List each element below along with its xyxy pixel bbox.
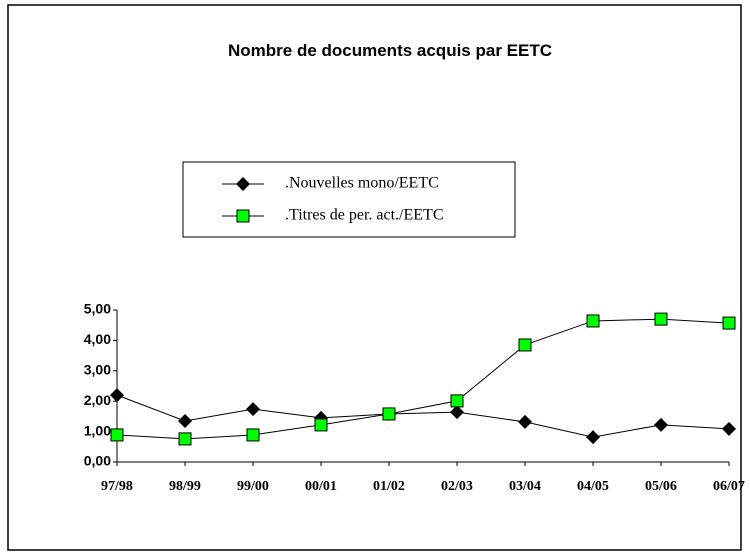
chart-frame [7, 4, 742, 551]
y-tick-label: 4,00 [84, 331, 111, 347]
legend-label: .Titres de per. act./EETC [285, 207, 444, 224]
x-tick-label: 97/98 [101, 479, 133, 494]
data-point [450, 405, 464, 420]
y-tick-label: 0,00 [84, 453, 111, 469]
chart-title: Nombre de documents acquis par EETC [228, 41, 552, 60]
x-tick-label: 05/06 [645, 479, 677, 494]
y-tick-label: 3,00 [84, 362, 111, 378]
data-point [722, 316, 736, 330]
series-line [116, 394, 730, 438]
data-point [246, 428, 260, 442]
legend-marker [236, 209, 250, 223]
x-tick-label: 99/00 [237, 479, 269, 494]
x-tick-label: 01/02 [373, 479, 405, 494]
legend-box [182, 161, 516, 238]
legend-marker [236, 177, 250, 191]
y-tick-label: 1,00 [84, 422, 111, 438]
data-point [518, 338, 532, 352]
x-tick-label: 04/05 [577, 479, 609, 494]
data-point [314, 418, 328, 432]
data-point [450, 394, 464, 408]
data-point [586, 430, 600, 445]
data-point [110, 388, 124, 403]
x-tick-label: 02/03 [441, 479, 473, 494]
data-point [178, 432, 192, 446]
data-point [178, 413, 192, 428]
data-point [654, 312, 668, 326]
data-point [382, 407, 396, 421]
x-tick-label: 06/07 [713, 479, 745, 494]
y-tick-label: 5,00 [84, 301, 111, 317]
series-line [116, 318, 730, 440]
y-tick-label: 2,00 [84, 392, 111, 408]
data-point [518, 414, 532, 429]
data-point [722, 421, 736, 436]
x-tick-label: 98/99 [169, 479, 201, 494]
legend-label: .Nouvelles mono/EETC [285, 175, 439, 192]
x-tick-label: 00/01 [305, 479, 337, 494]
data-point [246, 402, 260, 417]
data-point [654, 417, 668, 432]
data-point [586, 314, 600, 328]
x-tick-label: 03/04 [509, 479, 541, 494]
data-point [110, 428, 124, 442]
